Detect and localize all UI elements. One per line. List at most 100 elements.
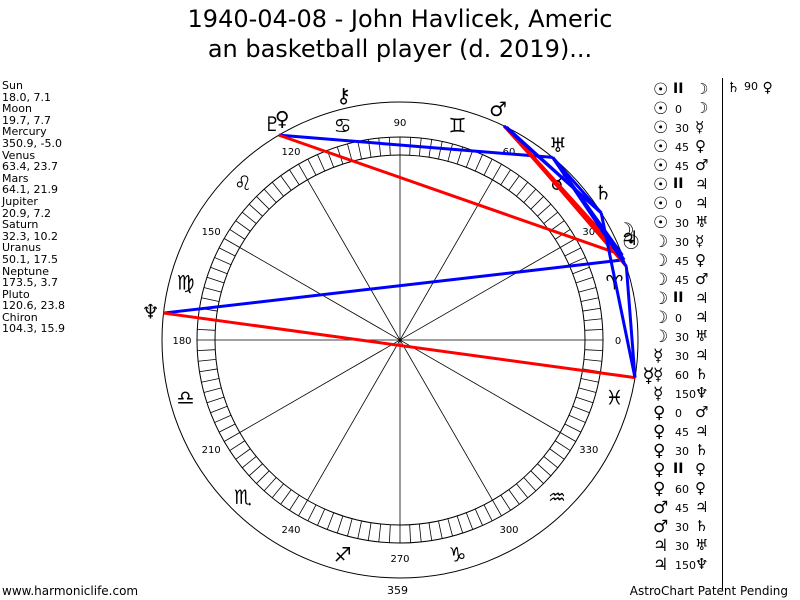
aspect-planet-1: ☽ — [653, 232, 669, 252]
patent-note: AstroChart Patent Pending — [629, 584, 788, 598]
aspect-entry: ☽ 45 ♀ — [651, 251, 731, 271]
outer-circle — [161, 101, 639, 579]
aspect-planet-1: ♃ — [653, 555, 669, 575]
degree-tick — [263, 188, 277, 203]
aspect-entry: ☉ 0 ☽ — [651, 99, 731, 119]
degree-label: 150 — [202, 227, 221, 238]
degree-tick — [347, 143, 353, 162]
aspect-entry: ♀ 45 ♃ — [651, 422, 731, 442]
aspect-code: 45 — [675, 141, 689, 154]
degree-tick — [500, 169, 511, 186]
aspect-planet-2: ♃ — [695, 498, 709, 516]
degree-tick — [580, 297, 599, 302]
aspect-entry: ♀ II ♀ — [651, 460, 731, 480]
aspect-planet-2: ♃ — [695, 422, 709, 440]
degree-tick — [584, 349, 603, 352]
degree-tick — [223, 432, 240, 442]
aspect-planet-1: ☽ — [653, 251, 669, 271]
degree-tick — [378, 523, 382, 542]
zodiac-sign-icon: ♍ — [177, 271, 195, 295]
aspect-line — [624, 266, 637, 378]
degree-tick — [572, 405, 590, 414]
planet-glyph-icon: ⚷ — [336, 83, 351, 107]
aspect-code: 60 — [675, 369, 689, 382]
planet-glyph-icon: ☉ — [622, 230, 640, 254]
degree-tick — [241, 211, 257, 224]
degree-tick — [492, 500, 502, 517]
degree-tick — [560, 238, 577, 248]
degree-label: 120 — [281, 147, 300, 158]
aspect-entry: ♀ 30 ♄ — [651, 441, 731, 461]
degree-label: 90 — [394, 118, 407, 129]
aspect-entry: ♄ 90 ♀ — [727, 80, 773, 96]
aspect-entry: ☉ 45 ♂ — [651, 156, 731, 176]
degree-tick — [210, 405, 228, 414]
degree-tick — [298, 500, 308, 517]
degree-tick — [201, 378, 220, 383]
aspect-list-divider — [722, 78, 723, 590]
degree-tick — [530, 196, 544, 210]
aspect-code: 45 — [675, 160, 689, 173]
planet-name: Chiron — [2, 310, 38, 324]
degree-tick — [388, 524, 391, 543]
aspect-planet-2: ♄ — [695, 517, 709, 535]
degree-tick — [203, 387, 222, 393]
aspect-code: 45 — [675, 502, 689, 515]
degree-label: 330 — [579, 445, 598, 456]
aspect-planet-2: ♅ — [695, 536, 709, 554]
planet-name: Saturn — [2, 218, 39, 232]
aspect-code: 45 — [675, 255, 689, 268]
aspect-entry: ♀ 0 ♂ — [651, 403, 731, 423]
degree-tick — [206, 276, 225, 284]
zodiac-sign-icon: ♒ — [548, 485, 566, 509]
website-link[interactable]: www.harmoniclife.com — [2, 584, 139, 598]
aspect-entry: ☿ 150 ♆ — [651, 384, 731, 404]
degree-tick — [357, 141, 362, 160]
degree-tick — [378, 138, 382, 157]
aspect-planet-1: ♂ — [653, 517, 669, 537]
zodiac-sign-icon: ♏ — [234, 485, 252, 509]
degree-tick — [508, 489, 520, 505]
degree-tick — [456, 515, 464, 534]
aspect-code: 90 — [744, 80, 759, 93]
aspect-entry: ☉ 30 ♅ — [651, 213, 731, 233]
degree-tick — [357, 520, 362, 539]
degree-tick — [523, 188, 537, 203]
aspect-code: 45 — [675, 426, 689, 439]
degree-tick — [289, 494, 300, 511]
degree-tick — [575, 276, 594, 284]
zodiac-sign-icon: ♊ — [448, 114, 466, 138]
degree-tick — [584, 328, 603, 331]
degree-tick — [280, 175, 292, 191]
aspect-planet-1: ☽ — [653, 327, 669, 347]
aspect-code: 150 — [675, 388, 696, 401]
planet-coordinates: 64.1, 21.9 — [2, 183, 58, 197]
aspect-planet-2: ♃ — [695, 308, 709, 326]
aspect-planet-1: ♀ — [653, 441, 666, 461]
degree-tick — [367, 522, 372, 541]
aspect-code: 30 — [675, 331, 689, 344]
planet-coordinates: 63.4, 23.7 — [2, 160, 58, 174]
aspect-entry: ☽ 0 ♃ — [651, 308, 731, 328]
planet-glyph-icon: ♆ — [142, 300, 160, 324]
degree-tick — [492, 163, 502, 180]
aspect-code: II — [673, 461, 684, 477]
planet-name: Sun — [2, 79, 23, 92]
planet-position-list: Sun 18.0, 7.1 Moon 19.7, 7.7 Mercury 350.9, -… — [2, 80, 65, 335]
aspect-planet-1: ☽ — [653, 289, 669, 309]
degree-tick — [317, 154, 326, 172]
degree-tick — [530, 470, 544, 484]
aspect-code: 150 — [675, 559, 696, 572]
degree-tick — [298, 163, 308, 180]
aspect-planet-2: ♂ — [695, 156, 709, 174]
aspect-planet-2: ♄ — [695, 365, 709, 383]
degree-tick — [474, 508, 483, 526]
degree-tick — [241, 456, 257, 469]
aspect-planet-2: ♀ — [695, 137, 706, 155]
zodiac-sign-icon: ♋ — [334, 114, 352, 138]
degree-tick — [229, 229, 246, 240]
degree-tick — [582, 307, 601, 312]
aspect-code: 0 — [675, 198, 682, 211]
aspect-planet-1: ☉ — [653, 99, 669, 119]
aspect-code: 30 — [675, 350, 689, 363]
